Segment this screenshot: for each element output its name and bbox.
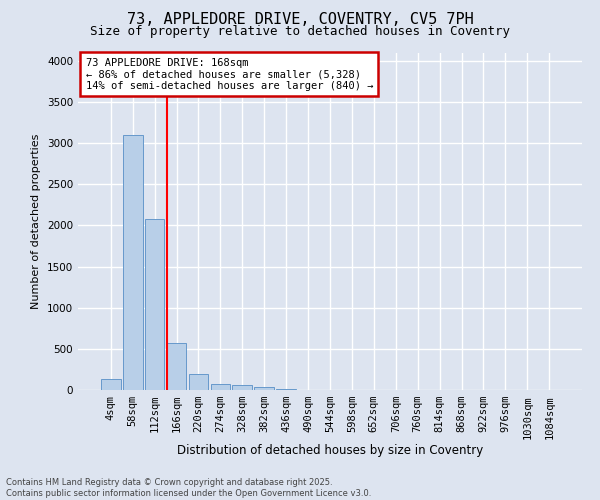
X-axis label: Distribution of detached houses by size in Coventry: Distribution of detached houses by size … — [177, 444, 483, 457]
Bar — [188, 374, 208, 390]
Y-axis label: Number of detached properties: Number of detached properties — [31, 134, 41, 309]
Text: Contains HM Land Registry data © Crown copyright and database right 2025.
Contai: Contains HM Land Registry data © Crown c… — [6, 478, 371, 498]
Bar — [276, 389, 296, 390]
Bar — [101, 380, 121, 390]
Text: Size of property relative to detached houses in Coventry: Size of property relative to detached ho… — [90, 25, 510, 38]
Text: 73, APPLEDORE DRIVE, COVENTRY, CV5 7PH: 73, APPLEDORE DRIVE, COVENTRY, CV5 7PH — [127, 12, 473, 28]
Bar — [211, 384, 230, 390]
Bar — [254, 386, 274, 390]
Bar — [167, 343, 187, 390]
Bar — [123, 135, 143, 390]
Bar — [145, 219, 164, 390]
Text: 73 APPLEDORE DRIVE: 168sqm
← 86% of detached houses are smaller (5,328)
14% of s: 73 APPLEDORE DRIVE: 168sqm ← 86% of deta… — [86, 58, 373, 91]
Bar — [232, 386, 252, 390]
